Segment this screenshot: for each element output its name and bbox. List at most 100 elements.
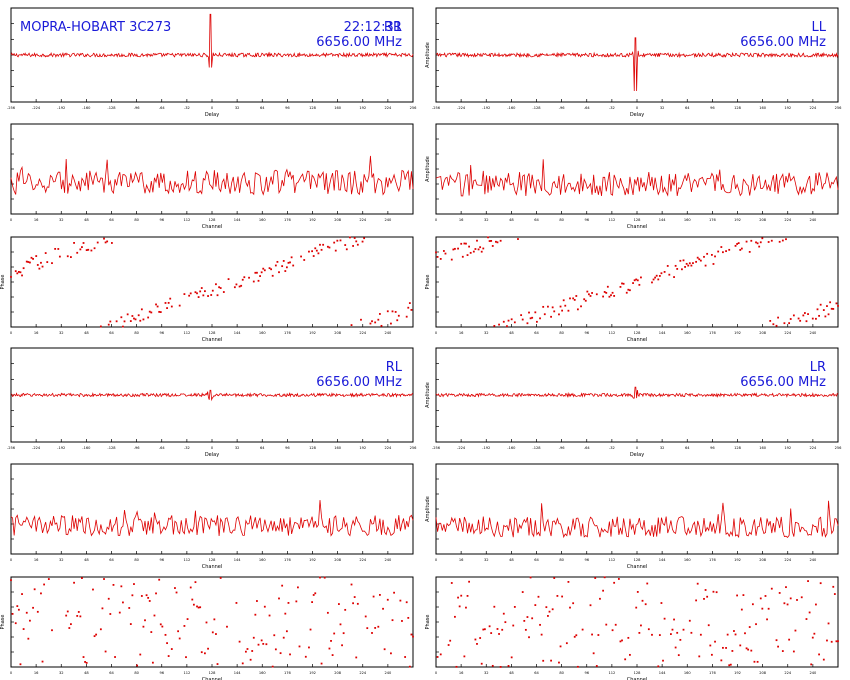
phase-point bbox=[99, 628, 102, 631]
phase-point bbox=[561, 309, 564, 312]
phase-point bbox=[666, 265, 669, 267]
phase-point bbox=[128, 607, 131, 609]
phase-point bbox=[319, 243, 321, 246]
phase-point bbox=[30, 256, 33, 259]
x-tick-label: 64 bbox=[109, 558, 114, 562]
phase-point bbox=[725, 250, 727, 253]
phase-point bbox=[17, 608, 20, 611]
frequency-label-rl: 6656.00 MHz bbox=[316, 375, 402, 390]
phase-point bbox=[764, 595, 767, 597]
phase-point bbox=[783, 322, 786, 325]
phase-point bbox=[692, 262, 694, 265]
phase-point bbox=[54, 247, 57, 250]
phase-point bbox=[657, 278, 660, 281]
phase-point bbox=[334, 249, 337, 252]
phase-point bbox=[833, 593, 836, 595]
phase-point bbox=[490, 632, 493, 634]
phase-point bbox=[408, 302, 411, 304]
delay-trace-ll bbox=[435, 37, 839, 92]
phase-point bbox=[259, 275, 261, 277]
x-tick-label: -128 bbox=[532, 106, 541, 110]
phase-point bbox=[32, 257, 34, 260]
phase-point bbox=[317, 252, 320, 255]
pol-label-lr: LR bbox=[809, 360, 826, 375]
amplitude-trace-rl bbox=[10, 500, 414, 537]
phase-point bbox=[696, 256, 699, 259]
phase-point bbox=[572, 602, 575, 605]
phase-point bbox=[238, 640, 241, 643]
x-tick-label: 192 bbox=[784, 106, 791, 110]
phase-point bbox=[646, 582, 649, 585]
x-tick-label: -160 bbox=[507, 446, 516, 450]
x-tick-label: 80 bbox=[134, 671, 139, 675]
phase-point bbox=[789, 318, 792, 320]
phase-point bbox=[722, 251, 724, 254]
phase-point bbox=[170, 305, 173, 308]
phase-point bbox=[584, 299, 587, 302]
x-tick-label: 16 bbox=[459, 558, 464, 562]
phase-point bbox=[222, 291, 225, 293]
phase-point bbox=[401, 620, 403, 622]
phase-point bbox=[614, 623, 617, 626]
x-tick-label: 64 bbox=[534, 671, 539, 675]
x-tick-label: 96 bbox=[285, 446, 290, 450]
x-tick-label: 240 bbox=[384, 218, 392, 222]
phase-point bbox=[482, 247, 485, 250]
phase-point bbox=[690, 631, 693, 634]
x-tick-label: 208 bbox=[334, 671, 342, 675]
phase-point bbox=[759, 241, 762, 244]
phase-point bbox=[391, 619, 394, 622]
x-tick-label: 80 bbox=[134, 218, 139, 222]
phase-point bbox=[218, 286, 220, 289]
phase-point bbox=[447, 644, 450, 646]
phase-point bbox=[174, 587, 176, 589]
phase-point bbox=[635, 606, 638, 609]
x-tick-label: 64 bbox=[685, 446, 690, 450]
phase-point bbox=[677, 654, 680, 657]
x-tick-label: 144 bbox=[659, 671, 667, 675]
phase-point bbox=[271, 274, 274, 277]
x-tick-label: 160 bbox=[334, 446, 342, 450]
phase-point bbox=[573, 298, 576, 301]
phase-point bbox=[581, 628, 584, 631]
phase-point bbox=[710, 253, 713, 256]
phase-point bbox=[383, 648, 386, 651]
phase-point bbox=[558, 313, 560, 316]
x-tick-label: 192 bbox=[734, 671, 741, 675]
phase-point bbox=[652, 278, 655, 281]
phase-point bbox=[586, 290, 589, 293]
phase-point bbox=[159, 623, 162, 626]
phase-point bbox=[153, 614, 156, 617]
phase-point bbox=[260, 639, 263, 642]
phase-point bbox=[29, 261, 31, 264]
phase-point bbox=[435, 251, 437, 254]
x-tick-label: 144 bbox=[234, 671, 242, 675]
phase-point bbox=[254, 613, 257, 616]
phase-point bbox=[194, 291, 197, 294]
x-tick-label: 96 bbox=[710, 446, 715, 450]
x-tick-label: 80 bbox=[559, 558, 564, 562]
phase-point bbox=[57, 248, 60, 250]
phase-point bbox=[465, 242, 467, 245]
phase-point bbox=[826, 639, 828, 642]
phase-point bbox=[785, 238, 787, 241]
phase-point bbox=[298, 645, 301, 648]
phase-point bbox=[638, 283, 641, 286]
phase-point bbox=[695, 260, 698, 263]
phase-point bbox=[139, 653, 142, 656]
x-tick-label: 48 bbox=[84, 331, 89, 335]
phase-point bbox=[404, 656, 407, 658]
phase-point bbox=[592, 652, 595, 655]
phase-point bbox=[502, 612, 505, 615]
phase-point bbox=[739, 644, 742, 647]
phase-point bbox=[747, 648, 750, 651]
phase-point bbox=[244, 650, 247, 653]
phase-point bbox=[256, 600, 258, 602]
plot-frame bbox=[435, 463, 839, 555]
phase-point bbox=[175, 591, 178, 594]
phase-point bbox=[110, 242, 113, 244]
panel-amplitude-rl: 0 16 32 48 64 80 96 112 128 144 160 176 192 208 224 240… bbox=[10, 463, 414, 570]
phase-point bbox=[547, 305, 549, 308]
phase-point bbox=[625, 291, 628, 294]
phase-point bbox=[303, 259, 306, 261]
